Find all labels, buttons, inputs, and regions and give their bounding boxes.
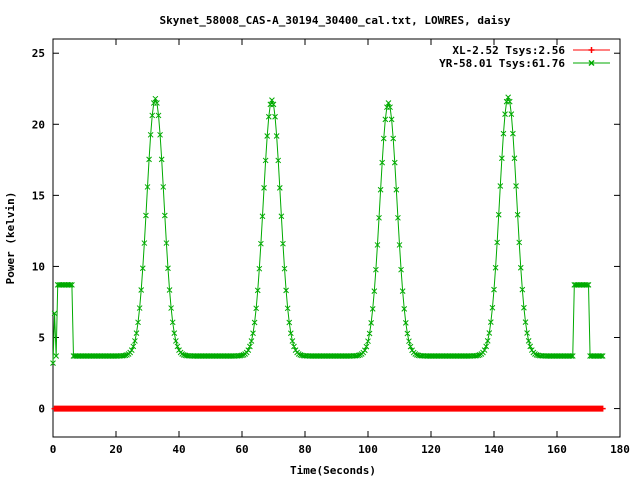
x-tick-label: 160 bbox=[547, 443, 567, 456]
x-tick-label: 20 bbox=[109, 443, 122, 456]
y-axis: 0 5 10 15 20 25 bbox=[32, 47, 620, 416]
x-tick-label: 80 bbox=[298, 443, 311, 456]
legend-marker bbox=[588, 59, 595, 67]
x-tick-label: 180 bbox=[610, 443, 630, 456]
series-layer bbox=[50, 94, 606, 412]
x-tick-label: 120 bbox=[421, 443, 441, 456]
y-axis-label: Power (kelvin) bbox=[4, 192, 17, 285]
y-tick-label: 10 bbox=[32, 260, 45, 273]
x-tick-label: 140 bbox=[484, 443, 504, 456]
y-tick-label: 25 bbox=[32, 47, 45, 60]
y-tick-label: 15 bbox=[32, 189, 45, 202]
legend-marker bbox=[588, 47, 595, 53]
series-markers-xl bbox=[51, 405, 606, 412]
plot-frame bbox=[52, 38, 621, 438]
y-tick-label: 20 bbox=[32, 118, 45, 131]
x-tick-label: 60 bbox=[235, 443, 248, 456]
legend-label: YR-58.01 Tsys:61.76 bbox=[439, 57, 565, 70]
series-markers-yr bbox=[50, 94, 606, 366]
legend-label: XL-2.52 Tsys:2.56 bbox=[452, 44, 565, 57]
x-tick-label: 100 bbox=[358, 443, 378, 456]
x-axis-label: Time(Seconds) bbox=[290, 464, 376, 477]
series-line-yr bbox=[52, 95, 603, 364]
x-tick-label: 0 bbox=[50, 443, 57, 456]
y-tick-label: 0 bbox=[38, 403, 45, 416]
chart-title: Skynet_58008_CAS-A_30194_30400_cal.txt, … bbox=[160, 14, 511, 27]
x-tick-label: 40 bbox=[172, 443, 185, 456]
x-axis: 0 20 40 60 80 100 120 140 160 180 bbox=[50, 39, 630, 456]
y-tick-label: 5 bbox=[38, 332, 45, 345]
